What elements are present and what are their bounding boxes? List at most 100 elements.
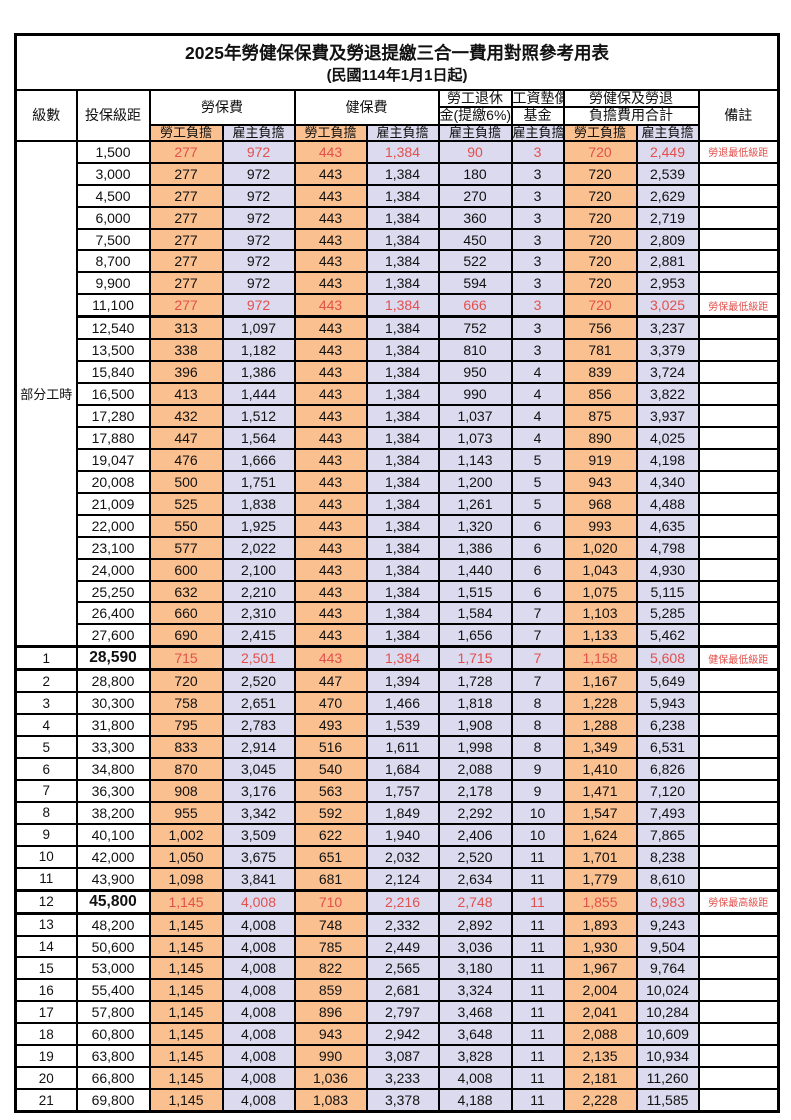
header-total-line1: 勞健保及勞退 xyxy=(562,88,700,109)
note-cell xyxy=(697,735,780,760)
pension-employer-cell: 2,088 xyxy=(437,757,513,781)
health-ins-employer-cell: 3,087 xyxy=(365,1044,440,1069)
labor-ins-employer-cell: 2,415 xyxy=(221,623,296,648)
health-ins-employer-cell: 1,384 xyxy=(365,469,440,494)
labor-ins-employer-cell: 2,100 xyxy=(221,557,296,582)
health-ins-employee-cell: 516 xyxy=(293,735,368,760)
bracket-cell: 34,800 xyxy=(75,757,151,781)
level-cell: 17 xyxy=(14,1000,78,1025)
pension-employer-cell: 4,188 xyxy=(437,1088,513,1113)
pension-employer-cell: 2,520 xyxy=(437,844,513,869)
labor-ins-employee-cell: 632 xyxy=(148,579,224,604)
total-employee-cell: 1,471 xyxy=(562,778,638,803)
health-ins-employer-cell: 1,384 xyxy=(365,139,440,164)
table-row: 17 57,800 1,145 4,008 896 2,797 3,468 11 2,041 10… xyxy=(14,1000,780,1025)
total-employee-cell: 2,041 xyxy=(562,1000,638,1025)
total-employer-cell: 6,238 xyxy=(635,713,700,738)
level-cell: 6 xyxy=(14,757,78,781)
header-total-employee: 勞工負擔 xyxy=(562,123,638,142)
labor-ins-employee-cell: 277 xyxy=(148,293,224,319)
pension-employer-cell: 2,748 xyxy=(437,888,513,915)
wage-fund-employer-cell: 3 xyxy=(510,338,565,363)
labor-ins-employer-cell: 1,751 xyxy=(221,469,296,494)
header-pension-employer: 雇主負擔 xyxy=(437,123,513,142)
part-time-merged-cell: 部分工時 xyxy=(14,139,78,648)
note-cell xyxy=(697,601,780,626)
table-row: 4,500 277 972 443 1,384 270 3 720 2,629 xyxy=(16,183,780,208)
health-ins-employee-cell: 563 xyxy=(293,778,368,803)
bracket-cell: 26,400 xyxy=(75,601,151,626)
total-employer-cell: 6,826 xyxy=(635,757,700,781)
total-employer-cell: 7,493 xyxy=(635,800,700,825)
labor-ins-employer-cell: 2,651 xyxy=(221,691,296,716)
bracket-cell: 24,000 xyxy=(75,557,151,582)
note-cell xyxy=(697,315,780,341)
labor-ins-employer-cell: 972 xyxy=(221,139,296,164)
level-cell: 2 xyxy=(14,668,78,694)
health-ins-employer-cell: 1,940 xyxy=(365,822,440,847)
health-ins-employee-cell: 681 xyxy=(293,866,368,892)
note-cell: 勞保最高級距 xyxy=(697,888,780,915)
total-employer-cell: 8,610 xyxy=(635,866,700,892)
level-cell: 16 xyxy=(14,978,78,1003)
health-ins-employer-cell: 1,684 xyxy=(365,757,440,781)
table-title-cell: 2025年勞健保保費及勞退提繳三合一費用對照參考用表 (民國114年1月1日起) xyxy=(14,33,780,91)
labor-ins-employer-cell: 1,512 xyxy=(221,404,296,428)
labor-ins-employer-cell: 2,520 xyxy=(221,668,296,694)
bracket-cell: 22,000 xyxy=(75,513,151,538)
total-employer-cell: 2,449 xyxy=(635,139,700,164)
labor-ins-employee-cell: 1,002 xyxy=(148,822,224,847)
wage-fund-employer-cell: 3 xyxy=(510,205,565,230)
note-cell xyxy=(697,691,780,716)
health-ins-employer-cell: 1,384 xyxy=(365,513,440,538)
labor-ins-employee-cell: 277 xyxy=(148,139,224,164)
health-ins-employee-cell: 822 xyxy=(293,956,368,981)
labor-ins-employee-cell: 550 xyxy=(148,513,224,538)
total-employee-cell: 2,135 xyxy=(562,1044,638,1069)
labor-ins-employee-cell: 277 xyxy=(148,205,224,230)
note-cell xyxy=(697,249,780,274)
health-ins-employer-cell: 1,384 xyxy=(365,315,440,341)
note-cell xyxy=(697,956,780,981)
health-ins-employer-cell: 1,384 xyxy=(365,425,440,450)
total-employer-cell: 5,649 xyxy=(635,668,700,694)
table-row: 14 50,600 1,145 4,008 785 2,449 3,036 11 1,930 9,… xyxy=(14,934,780,959)
table-row: 25,250 632 2,210 443 1,384 1,515 6 1,075 5,115 xyxy=(16,579,780,604)
level-cell: 3 xyxy=(14,691,78,716)
bracket-cell: 8,700 xyxy=(75,249,151,274)
wage-fund-employer-cell: 6 xyxy=(510,513,565,538)
level-cell: 4 xyxy=(14,713,78,738)
wage-fund-employer-cell: 11 xyxy=(510,844,565,869)
wage-fund-employer-cell: 11 xyxy=(510,1066,565,1091)
health-ins-employee-cell: 443 xyxy=(293,382,368,407)
wage-fund-employer-cell: 11 xyxy=(510,956,565,981)
labor-ins-employee-cell: 908 xyxy=(148,778,224,803)
table-row: 2 28,800 720 2,520 447 1,394 1,728 7 1,167 5,649 xyxy=(14,668,780,694)
total-employer-cell: 2,809 xyxy=(635,227,700,252)
pension-employer-cell: 1,728 xyxy=(437,668,513,694)
labor-ins-employer-cell: 4,008 xyxy=(221,888,296,915)
wage-fund-employer-cell: 6 xyxy=(510,535,565,560)
bracket-cell: 28,800 xyxy=(75,668,151,694)
bracket-cell: 25,250 xyxy=(75,579,151,604)
health-ins-employee-cell: 443 xyxy=(293,425,368,450)
labor-ins-employer-cell: 1,386 xyxy=(221,360,296,385)
health-ins-employee-cell: 443 xyxy=(293,139,368,164)
labor-ins-employee-cell: 1,145 xyxy=(148,1044,224,1069)
level-cell: 8 xyxy=(14,800,78,825)
wage-fund-employer-cell: 3 xyxy=(510,249,565,274)
table-row: 26,400 660 2,310 443 1,384 1,584 7 1,103 5,285 xyxy=(16,601,780,626)
wage-fund-employer-cell: 7 xyxy=(510,645,565,672)
labor-ins-employee-cell: 1,145 xyxy=(148,934,224,959)
labor-ins-employee-cell: 525 xyxy=(148,491,224,516)
level-cell: 18 xyxy=(14,1022,78,1047)
health-ins-employee-cell: 470 xyxy=(293,691,368,716)
health-ins-employee-cell: 493 xyxy=(293,713,368,738)
total-employee-cell: 2,088 xyxy=(562,1022,638,1047)
health-ins-employer-cell: 1,384 xyxy=(365,205,440,230)
total-employer-cell: 3,724 xyxy=(635,360,700,385)
total-employee-cell: 781 xyxy=(562,338,638,363)
wage-fund-employer-cell: 11 xyxy=(510,934,565,959)
table-body: 部分工時 1,500 277 972 443 1,384 90 3 720 2,449 勞退最低級距… xyxy=(14,139,780,1113)
labor-ins-employer-cell: 2,783 xyxy=(221,713,296,738)
